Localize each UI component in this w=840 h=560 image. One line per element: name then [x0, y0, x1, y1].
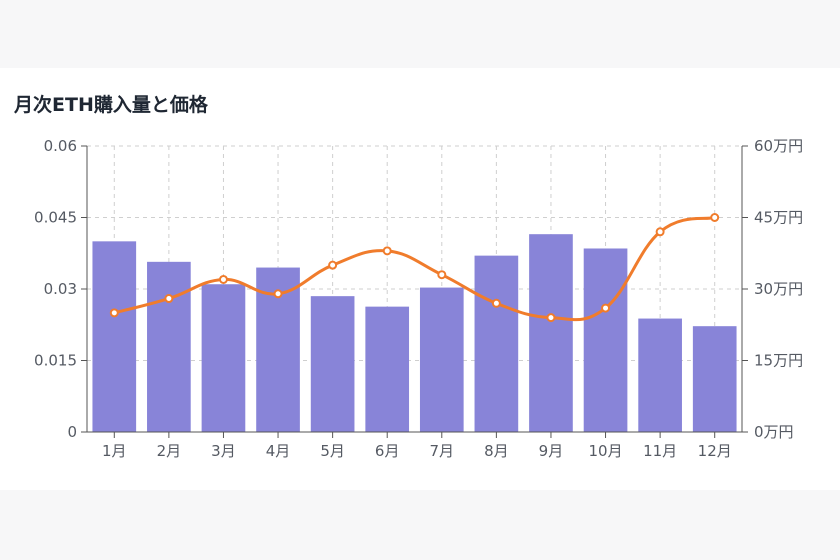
- chart-card: 月次ETH購入量と価格 0 0.015 0.03 0.045 0.06 0万円 15万円 30…: [0, 68, 840, 490]
- chart-title: 月次ETH購入量と価格: [14, 94, 208, 116]
- price-point-2月: [164, 294, 174, 304]
- bar-9月: [529, 234, 573, 432]
- axes: [81, 145, 748, 438]
- y-left-tick-label: 0: [67, 423, 77, 441]
- bar-2月: [147, 261, 191, 432]
- bar-7月: [419, 287, 464, 432]
- x-tick-label: 11月: [643, 442, 677, 460]
- bar-6月: [365, 306, 410, 432]
- price-point-5月: [328, 260, 338, 270]
- y-left-tick-label: 0.015: [34, 352, 77, 370]
- y-left-tick-label: 0.03: [44, 280, 77, 298]
- line-series: [109, 213, 720, 323]
- y-right-tick-label: 15万円: [754, 352, 803, 370]
- x-tick-label: 6月: [375, 442, 400, 460]
- price-point-4月: [273, 289, 283, 299]
- x-tick-label: 10月: [588, 442, 622, 460]
- tick-labels: 0 0.015 0.03 0.045 0.06 0万円 15万円 30万円 45万円 60万円 1月…: [34, 137, 803, 460]
- y-left-tick-label: 0.06: [44, 137, 77, 155]
- price-point-1月: [109, 308, 119, 318]
- bar-1月: [92, 241, 137, 432]
- x-tick-label: 12月: [698, 442, 732, 460]
- price-point-6月: [382, 246, 392, 256]
- bar-10月: [583, 248, 628, 432]
- x-tick-label: 5月: [320, 442, 345, 460]
- y-right-tick-label: 60万円: [754, 137, 803, 155]
- price-point-11月: [655, 227, 665, 237]
- y-right-tick-label: 45万円: [754, 209, 803, 227]
- x-tick-label: 1月: [102, 442, 127, 460]
- bar-5月: [310, 296, 355, 432]
- price-point-10月: [601, 303, 611, 313]
- price-point-3月: [218, 274, 228, 284]
- price-point-7月: [437, 270, 447, 280]
- price-point-8月: [491, 298, 501, 308]
- price-point-12月: [710, 213, 720, 222]
- x-tick-label: 2月: [157, 442, 182, 460]
- bar-12月: [692, 326, 737, 432]
- y-left-tick-label: 0.045: [34, 209, 77, 227]
- y-right-tick-label: 30万円: [754, 280, 803, 298]
- price-point-9月: [546, 313, 556, 323]
- x-tick-label: 4月: [266, 442, 291, 460]
- combo-chart: 0 0.015 0.03 0.045 0.06 0万円 15万円 30万円 45万円 60万円 1月…: [34, 137, 803, 460]
- x-tick-label: 3月: [211, 442, 236, 460]
- x-tick-label: 7月: [430, 442, 455, 460]
- bar-3月: [201, 284, 246, 432]
- bar-series: [92, 234, 737, 432]
- x-tick-label: 8月: [484, 442, 509, 460]
- x-tick-label: 9月: [539, 442, 564, 460]
- y-right-tick-label: 0万円: [754, 423, 794, 441]
- bar-11月: [638, 318, 682, 432]
- bar-8月: [474, 255, 519, 432]
